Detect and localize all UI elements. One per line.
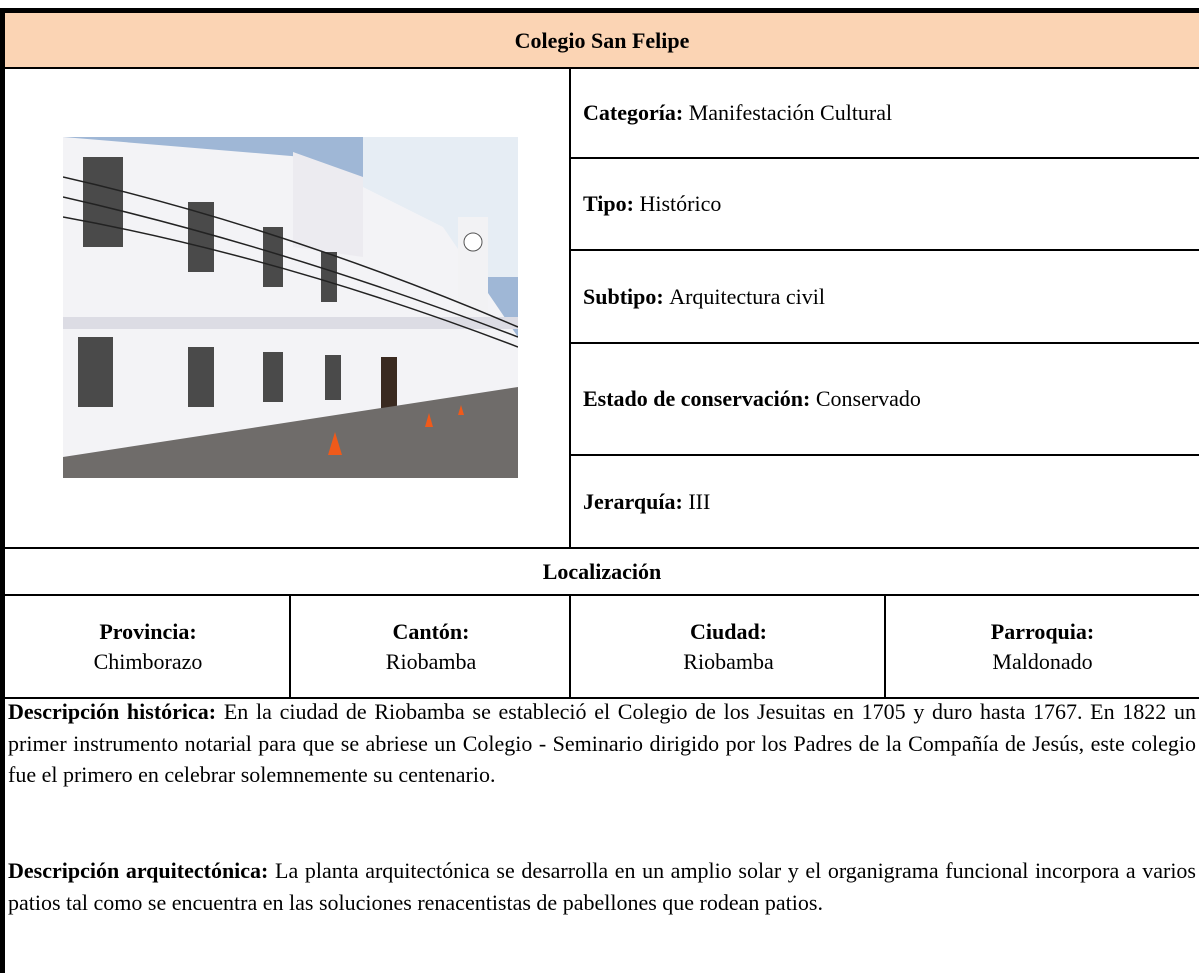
rule (884, 594, 886, 698)
rule (0, 67, 1199, 69)
location-cell: Provincia: Chimborazo (5, 596, 291, 697)
location-label: Provincia: (99, 618, 197, 644)
attribute-cell: Tipo: Histórico (583, 159, 1193, 249)
location-value: Riobamba (683, 648, 774, 674)
attribute-label: Categoría: (583, 100, 684, 125)
location-title-row: Localización (5, 549, 1199, 595)
attribute-value: Histórico (639, 191, 722, 216)
outer-top-border (0, 8, 1199, 13)
attribute-value: III (688, 488, 711, 514)
attribute-cell: Jerarquía: III (583, 456, 1193, 547)
attribute-label: Jerarquía: (583, 488, 683, 514)
photo (63, 137, 518, 478)
location-label: Parroquia: (990, 618, 1095, 644)
attribute-cell: Subtipo: Arquitectura civil (583, 251, 1193, 342)
description: Descripción arquitectónica: La planta ar… (8, 855, 1196, 918)
rule (569, 594, 571, 698)
attribute-cell: Categoría: Manifestación Cultural (583, 69, 1193, 157)
rule (0, 547, 1199, 549)
description-label: Descripción arquitectónica: (8, 858, 269, 883)
title: Colegio San Felipe (514, 27, 690, 53)
location-cell: Cantón: Riobamba (291, 596, 571, 697)
attribute-label: Estado de conservación: (583, 386, 811, 411)
photo-cell (63, 137, 518, 478)
location-cell: Parroquia: Maldonado (886, 596, 1199, 697)
attribute-value: Conservado (815, 386, 921, 411)
outer-left-border (0, 8, 5, 973)
rule (569, 67, 571, 549)
location-label: Ciudad: (689, 618, 768, 644)
attribute-label: Tipo: (583, 191, 634, 216)
rule (569, 342, 1199, 344)
description-label: Descripción histórica: (8, 699, 217, 724)
attribute-label: Subtipo: (583, 283, 664, 309)
location-title: Localización (542, 559, 662, 584)
attribute-value: Arquitectura civil (669, 283, 825, 309)
title-row: Colegio San Felipe (5, 13, 1199, 68)
description-text: La planta arquitectónica se desarrolla e… (8, 858, 1196, 915)
location-value: Chimborazo (93, 648, 203, 674)
location-value: Riobamba (385, 648, 477, 674)
rule (0, 594, 1199, 596)
location-cell: Ciudad: Riobamba (571, 596, 886, 697)
attribute-value: Manifestación Cultural (688, 100, 893, 125)
description-text: En la ciudad de Riobamba se estableció e… (8, 699, 1197, 787)
location-label: Cantón: (392, 618, 470, 644)
rule (289, 594, 291, 698)
description: Descripción histórica: En la ciudad de R… (8, 696, 1196, 791)
rule (569, 454, 1199, 456)
rule (0, 697, 1199, 699)
rule (569, 157, 1199, 159)
rule (569, 249, 1199, 251)
location-value: Maldonado (992, 648, 1093, 674)
attribute-cell: Estado de conservación: Conservado (583, 344, 1193, 454)
